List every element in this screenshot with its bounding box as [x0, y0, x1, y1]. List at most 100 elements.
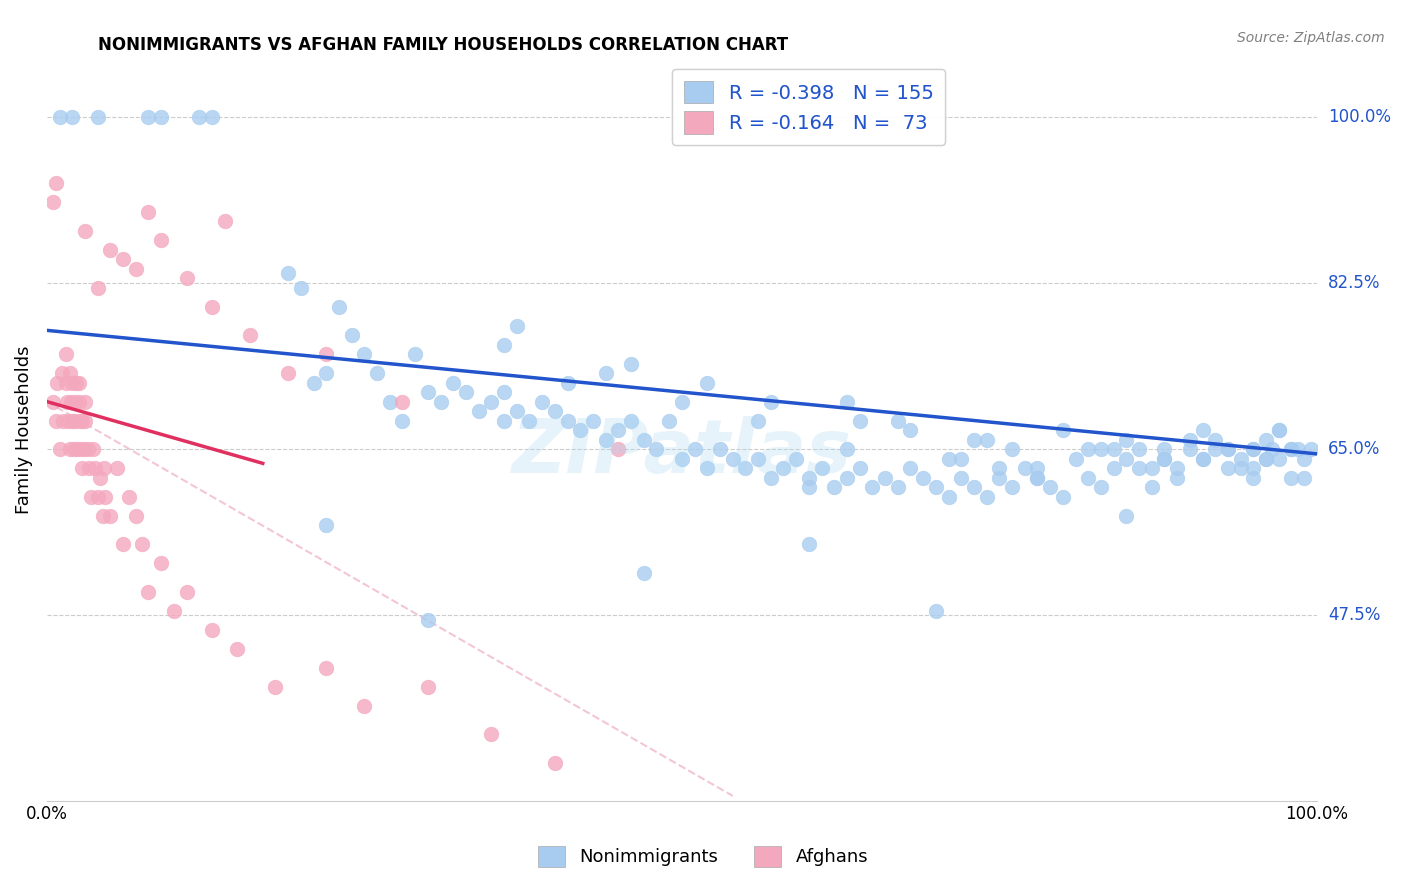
Point [1261, 442, 1284, 456]
Point [797, 470, 820, 484]
Legend: Nonimmigrants, Afghans: Nonimmigrants, Afghans [530, 838, 876, 874]
Point [138, 584, 160, 599]
Point [734, 461, 756, 475]
Point [52, 414, 75, 428]
Point [709, 442, 731, 456]
Point [1052, 423, 1074, 437]
Point [1077, 442, 1099, 456]
Point [1191, 451, 1213, 466]
Point [1268, 451, 1291, 466]
Point [1115, 508, 1137, 523]
Point [479, 727, 502, 741]
Point [976, 433, 998, 447]
Point [58, 414, 80, 428]
Point [454, 385, 477, 400]
Point [55, 347, 77, 361]
Point [1102, 442, 1125, 456]
Point [1286, 442, 1309, 456]
Point [633, 566, 655, 580]
Point [66, 442, 89, 456]
Point [1001, 442, 1024, 456]
Point [86, 280, 108, 294]
Point [100, 508, 122, 523]
Point [328, 300, 350, 314]
Point [494, 414, 516, 428]
Point [42, 394, 65, 409]
Point [1140, 480, 1163, 494]
Point [188, 110, 211, 124]
Point [315, 518, 337, 533]
Point [163, 604, 186, 618]
Point [1166, 461, 1188, 475]
Point [887, 414, 910, 428]
Point [176, 584, 198, 599]
Point [73, 224, 96, 238]
Point [226, 641, 249, 656]
Point [131, 537, 153, 551]
Point [1281, 470, 1303, 484]
Point [976, 490, 998, 504]
Point [887, 480, 910, 494]
Point [65, 376, 87, 390]
Point [315, 366, 337, 380]
Point [557, 414, 579, 428]
Point [86, 110, 108, 124]
Point [1281, 442, 1303, 456]
Point [150, 556, 173, 570]
Point [82, 442, 104, 456]
Point [353, 347, 375, 361]
Point [429, 394, 451, 409]
Point [72, 461, 94, 475]
Point [1241, 461, 1264, 475]
Point [118, 490, 141, 504]
Point [86, 490, 108, 504]
Point [1026, 470, 1049, 484]
Point [201, 110, 224, 124]
Point [60, 414, 83, 428]
Point [416, 613, 439, 627]
Point [1268, 423, 1291, 437]
Point [620, 357, 643, 371]
Point [544, 756, 567, 770]
Point [138, 110, 160, 124]
Point [1178, 442, 1201, 456]
Point [56, 394, 79, 409]
Text: 47.5%: 47.5% [1329, 607, 1381, 624]
Point [366, 366, 388, 380]
Point [544, 404, 567, 418]
Point [1090, 442, 1112, 456]
Point [938, 451, 960, 466]
Point [70, 442, 93, 456]
Point [835, 470, 858, 484]
Point [506, 318, 529, 333]
Point [607, 442, 630, 456]
Point [378, 394, 401, 409]
Point [353, 698, 375, 713]
Point [963, 433, 986, 447]
Point [1153, 451, 1175, 466]
Point [91, 508, 114, 523]
Point [988, 461, 1011, 475]
Point [63, 414, 86, 428]
Legend: R = -0.398   N = 155, R = -0.164   N =  73: R = -0.398 N = 155, R = -0.164 N = 73 [672, 70, 945, 145]
Point [848, 414, 870, 428]
Point [759, 470, 782, 484]
Point [441, 376, 464, 390]
Point [391, 394, 413, 409]
Point [950, 470, 973, 484]
Point [93, 461, 115, 475]
Point [797, 537, 820, 551]
Point [1153, 442, 1175, 456]
Point [1102, 461, 1125, 475]
Point [1191, 423, 1213, 437]
Point [100, 243, 122, 257]
Point [48, 110, 70, 124]
Point [797, 480, 820, 494]
Point [988, 470, 1011, 484]
Point [48, 442, 70, 456]
Text: Source: ZipAtlas.com: Source: ZipAtlas.com [1237, 31, 1385, 45]
Point [1039, 480, 1062, 494]
Text: 100.0%: 100.0% [1329, 108, 1391, 126]
Point [1178, 433, 1201, 447]
Point [105, 461, 128, 475]
